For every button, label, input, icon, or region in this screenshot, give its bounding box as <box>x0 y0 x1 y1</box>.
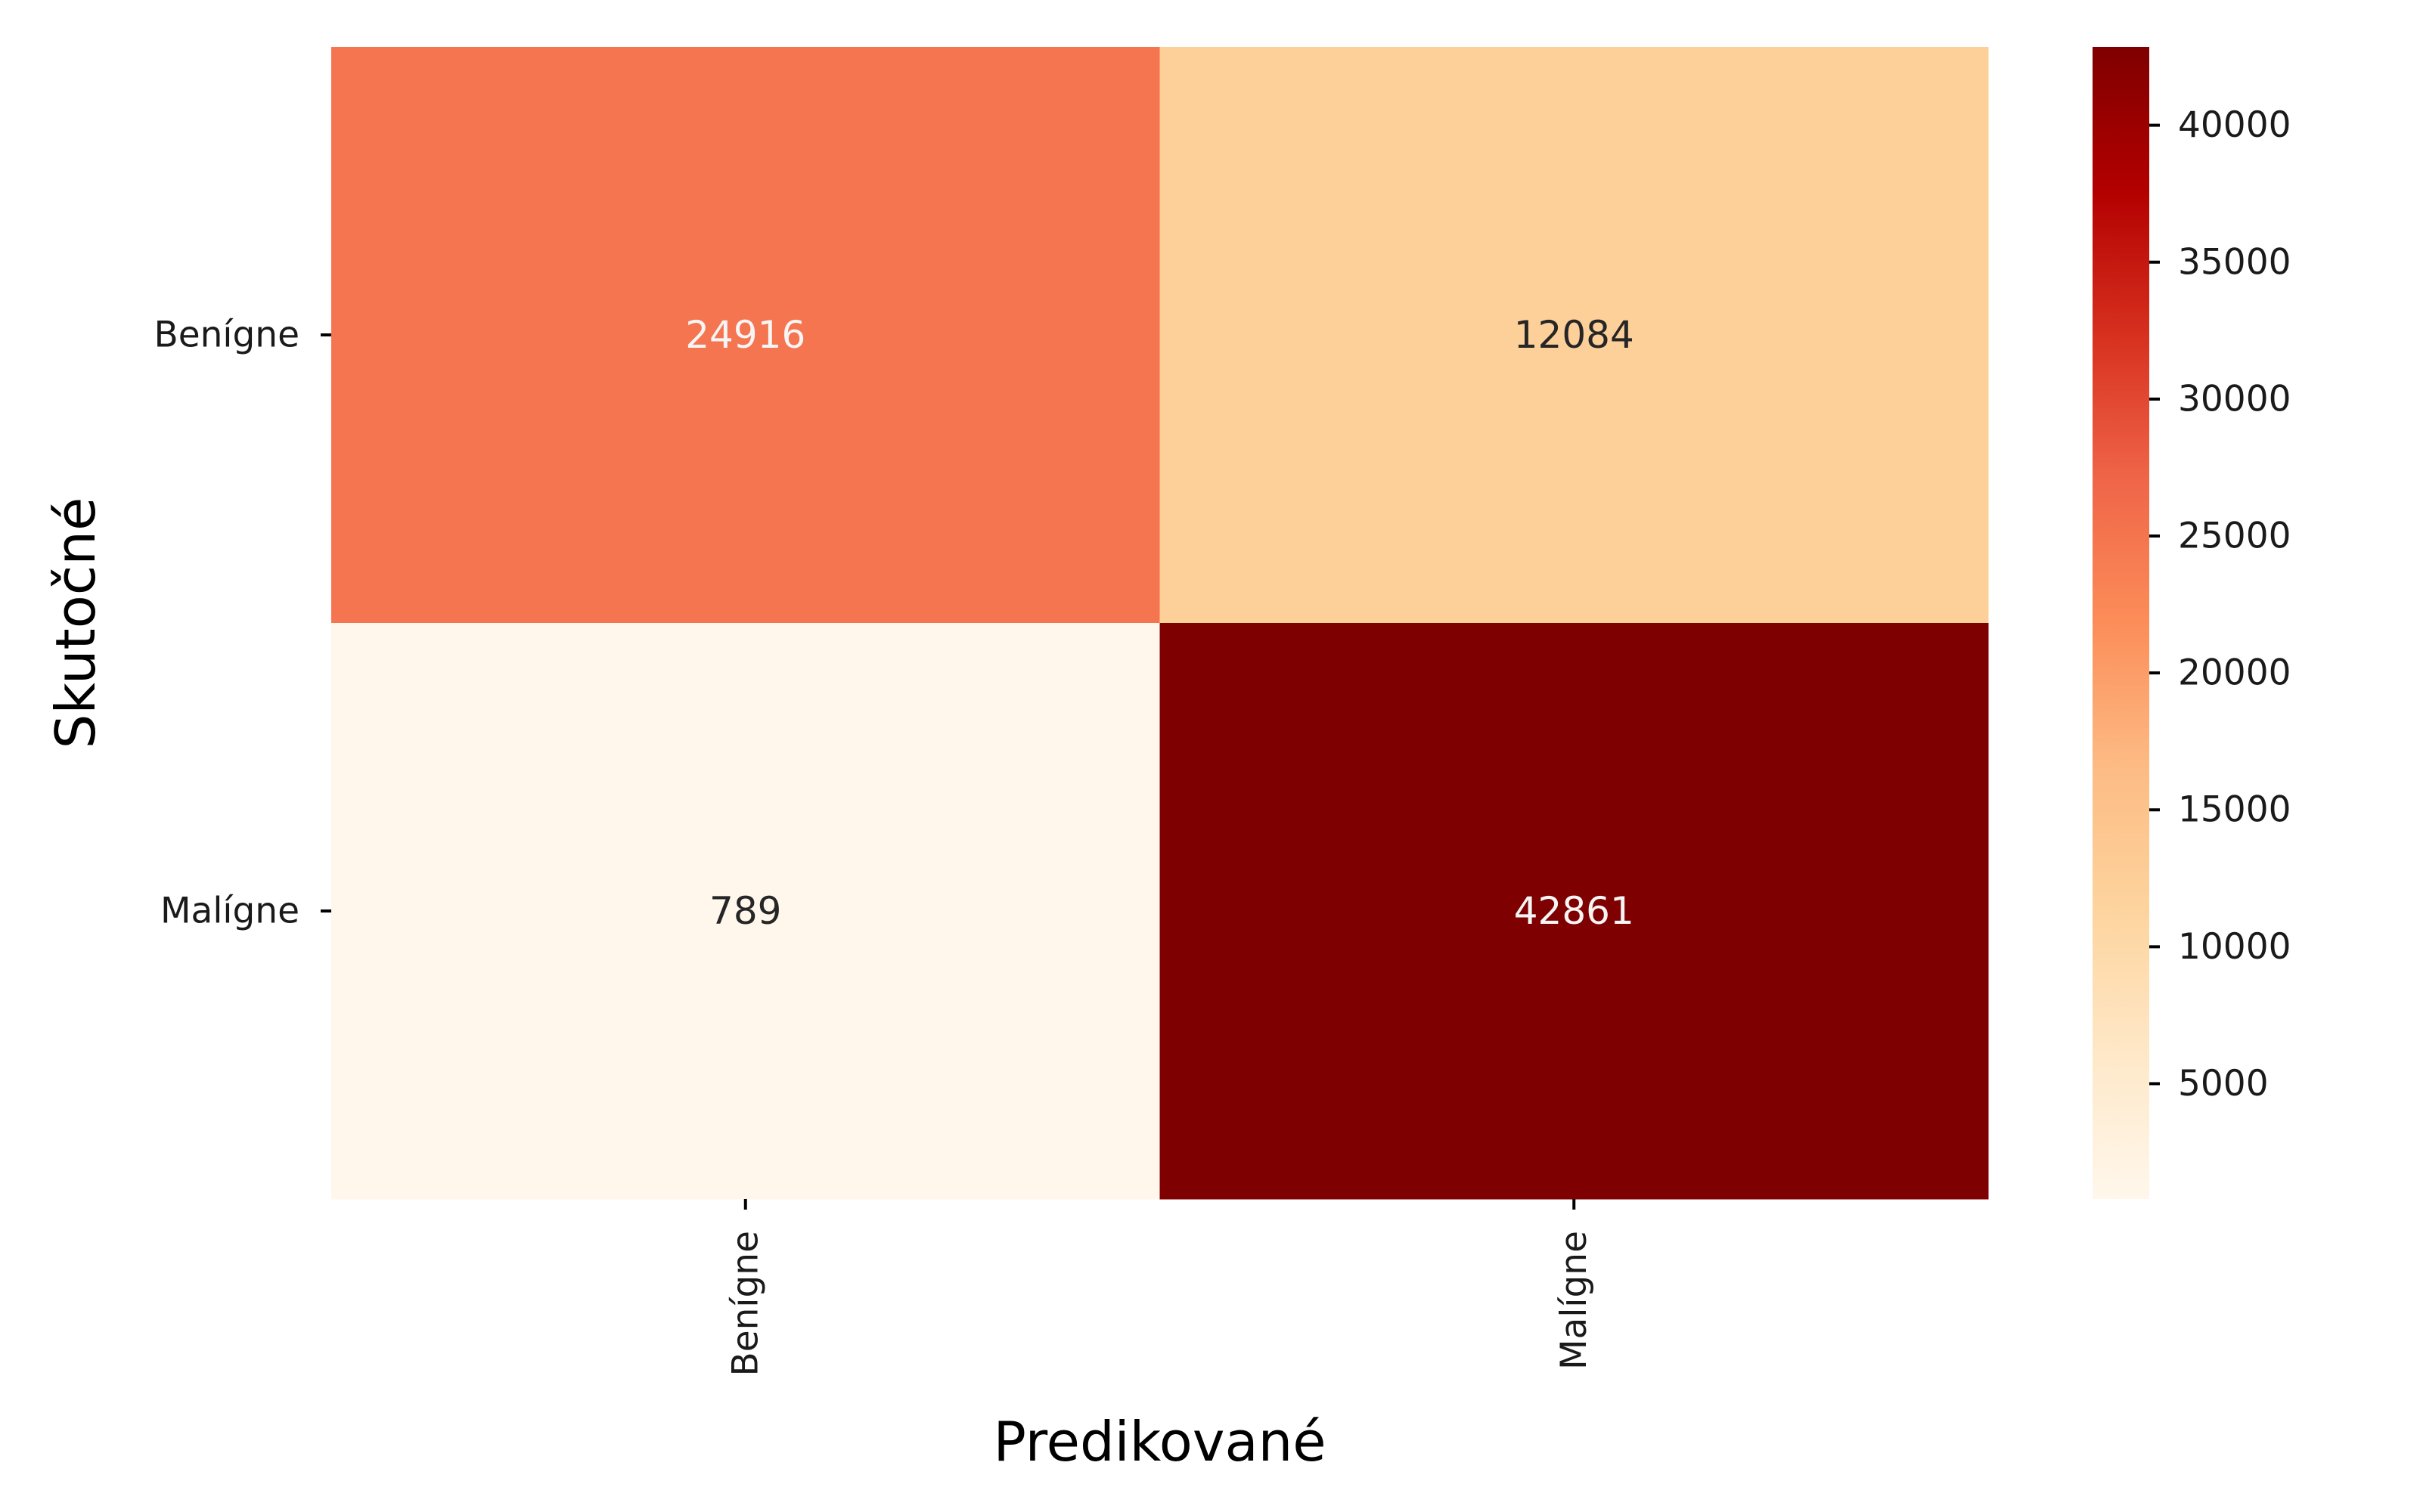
cell-value-label: 789 <box>709 889 781 933</box>
x-axis-title: Predikované <box>993 1410 1326 1473</box>
x-tick-label: Benígne <box>724 1231 766 1377</box>
colorbar-tick-label: 30000 <box>2178 378 2291 420</box>
cell-value-label: 42861 <box>1514 889 1634 933</box>
heatmap-cell <box>331 623 1160 1200</box>
colorbar-tick-label: 35000 <box>2178 241 2291 283</box>
colorbar-tick-label: 10000 <box>2178 926 2291 968</box>
colorbar-tick-label: 25000 <box>2178 515 2291 556</box>
cell-value-labels: 24916 12084 789 42861 <box>685 313 1634 933</box>
heatmap-cell <box>1159 47 1989 624</box>
colorbar-tick-label: 40000 <box>2178 104 2291 146</box>
y-tick-label: Benígne <box>154 314 299 356</box>
colorbar-tick-label: 20000 <box>2178 652 2291 694</box>
heatmap-cell <box>1159 623 1989 1200</box>
cell-value-label: 24916 <box>685 313 805 357</box>
cell-value-label: 12084 <box>1514 313 1634 357</box>
y-axis-title: Skutočné <box>44 497 107 749</box>
colorbar <box>2093 47 2149 1199</box>
colorbar-ticks: 5000 10000 15000 20000 25000 30000 35000 40000 <box>2149 104 2291 1105</box>
x-axis-ticks: Benígne Malígne <box>724 1199 1595 1377</box>
heatmap-cell <box>331 47 1160 624</box>
heatmap-cells <box>331 47 1989 1200</box>
y-tick-label: Malígne <box>160 891 299 932</box>
x-tick-label: Malígne <box>1553 1231 1595 1370</box>
y-axis-ticks: Benígne Malígne <box>154 314 331 932</box>
colorbar-tick-label: 15000 <box>2178 789 2291 831</box>
colorbar-tick-label: 5000 <box>2178 1063 2269 1105</box>
